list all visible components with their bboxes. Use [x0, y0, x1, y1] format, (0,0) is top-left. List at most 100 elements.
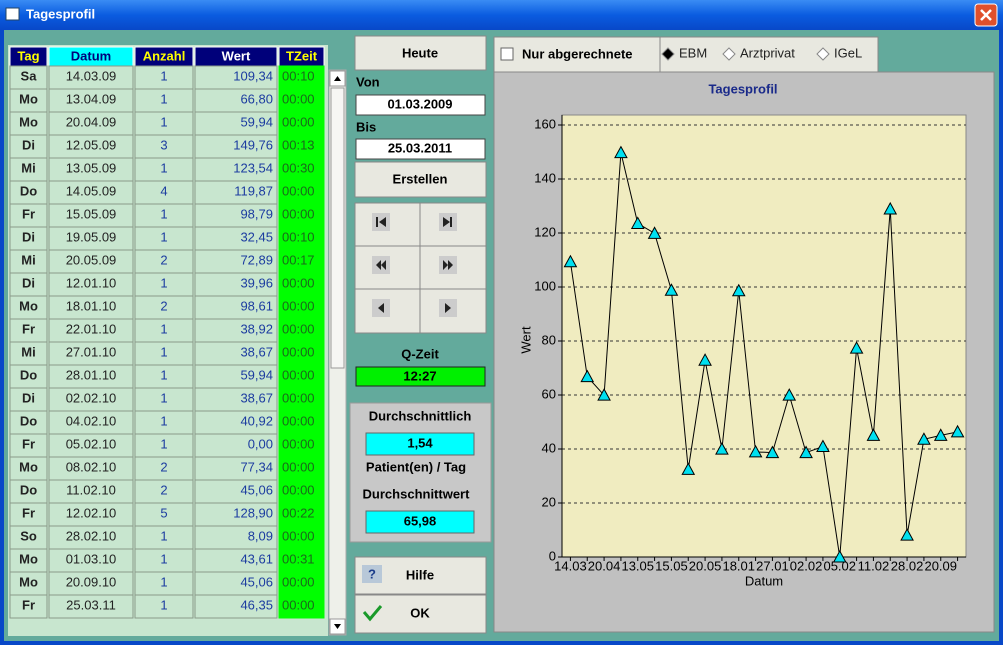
cell[interactable]: [48, 594, 134, 619]
cell-text: Mo: [19, 91, 38, 106]
cell-text: 28.02.10: [66, 528, 117, 543]
y-tick-label: 140: [534, 170, 556, 185]
cell-text: 2: [160, 482, 167, 497]
marker: [580, 369, 595, 383]
cell-text: 3: [160, 137, 167, 152]
cell-text: 15.05.09: [66, 206, 117, 221]
cell-text: Sa: [21, 68, 38, 83]
marker: [681, 462, 696, 475]
cell-text: 22.01.10: [66, 321, 117, 336]
app-icon: [5, 7, 20, 21]
date-input[interactable]: [355, 138, 486, 160]
cell-text: 40,92: [240, 413, 273, 428]
cell-text: 123,54: [233, 160, 273, 175]
radio[interactable]: [816, 47, 830, 61]
marker: [731, 283, 746, 297]
cell[interactable]: [9, 594, 48, 619]
cell-text: 38,92: [240, 321, 273, 336]
cell-text: 00:00: [282, 91, 315, 106]
cell-text: Mi: [21, 344, 35, 359]
cell-text: 1: [160, 321, 167, 336]
cell-text: 19.05.09: [66, 229, 117, 244]
cell-text: 1: [160, 436, 167, 451]
cell-text: 38,67: [240, 390, 273, 405]
help-glyph: ?: [368, 566, 376, 581]
button[interactable]: [354, 161, 487, 198]
x-tick-label: 13.05: [621, 558, 654, 573]
cell[interactable]: [134, 594, 194, 619]
header-label: Anzahl: [143, 48, 186, 63]
marker: [597, 388, 611, 401]
cell-text: 00:10: [282, 68, 315, 83]
y-tick-label: 60: [542, 386, 556, 401]
y-tick-label: 100: [534, 278, 556, 293]
cell-text: Di: [22, 390, 35, 405]
checkbox[interactable]: [500, 47, 514, 61]
cell-text: 20.04.09: [66, 114, 117, 129]
cell-text: Mo: [19, 298, 38, 313]
cell-text: 08.02.10: [66, 459, 117, 474]
radio-group: EBM Arztprivat IGeL: [661, 45, 862, 61]
cell-text: 98,79: [240, 206, 273, 221]
plot-area: [561, 114, 967, 558]
cell-text: 38,67: [240, 344, 273, 359]
button-label: Heute: [402, 45, 438, 60]
cell-text: 32,45: [240, 229, 273, 244]
cell-text: 00:00: [282, 482, 315, 497]
marker: [647, 226, 662, 239]
radio[interactable]: [722, 47, 736, 61]
cell-text: 43,61: [240, 551, 273, 566]
scroll-thumb[interactable]: [330, 87, 345, 369]
date-value: 25.03.2011: [388, 140, 452, 155]
stats-value: 65,98: [404, 513, 437, 528]
x-tick-label: 11.02: [858, 558, 890, 573]
cell-text: 00:00: [282, 413, 315, 428]
label: Patient(en) / Tag: [366, 459, 466, 474]
label: Q-Zeit: [401, 346, 439, 361]
arrow: [334, 624, 341, 629]
marker: [782, 388, 797, 401]
cell-text: 77,34: [240, 459, 273, 474]
radio-label: Arztprivat: [740, 45, 795, 60]
header-label: Datum: [71, 48, 111, 63]
cell-text: 1: [160, 206, 167, 221]
label: Bis: [356, 119, 376, 134]
marker: [866, 428, 881, 441]
ok-icon: [362, 605, 383, 622]
cell-text: 00:10: [282, 229, 315, 244]
button[interactable]: [354, 594, 487, 634]
marker: [849, 341, 864, 354]
cell-text: 00:00: [282, 298, 315, 313]
y-tick-label: 80: [542, 332, 556, 347]
button-label: OK: [410, 605, 430, 620]
label: Von: [356, 74, 380, 89]
time-cell[interactable]: [278, 594, 325, 619]
label: Durchschnittwert: [363, 486, 471, 501]
window-title: Tagesprofil: [26, 6, 95, 21]
stats-field: [365, 510, 475, 534]
y-axis-label: Wert: [518, 326, 533, 354]
cell-text: 1: [160, 229, 167, 244]
radio-area: [659, 36, 879, 73]
chart-title: Tagesprofil: [708, 81, 777, 96]
cell-text: 00:00: [282, 114, 315, 129]
cell-text: 00:00: [282, 321, 315, 336]
cell-text: 28.01.10: [66, 367, 117, 382]
cell-text: 1: [160, 275, 167, 290]
y-tick-label: 120: [534, 224, 556, 239]
button[interactable]: [354, 35, 487, 71]
cell-text: Mi: [21, 252, 35, 267]
radio[interactable]: [661, 47, 675, 61]
close-icon: [980, 9, 992, 21]
marker: [698, 353, 712, 366]
cell-text: Do: [20, 367, 37, 382]
date-input[interactable]: [355, 94, 486, 116]
checkbox-label: Nur abgerechnete: [522, 46, 633, 61]
button-label: Hilfe: [406, 567, 434, 582]
button-label: Erstellen: [393, 171, 448, 186]
cell-text: 1: [160, 597, 167, 612]
arrow: [334, 76, 341, 81]
cell[interactable]: [194, 594, 278, 619]
cell-text: 00:00: [282, 275, 315, 290]
cell-text: 00:30: [282, 160, 315, 175]
